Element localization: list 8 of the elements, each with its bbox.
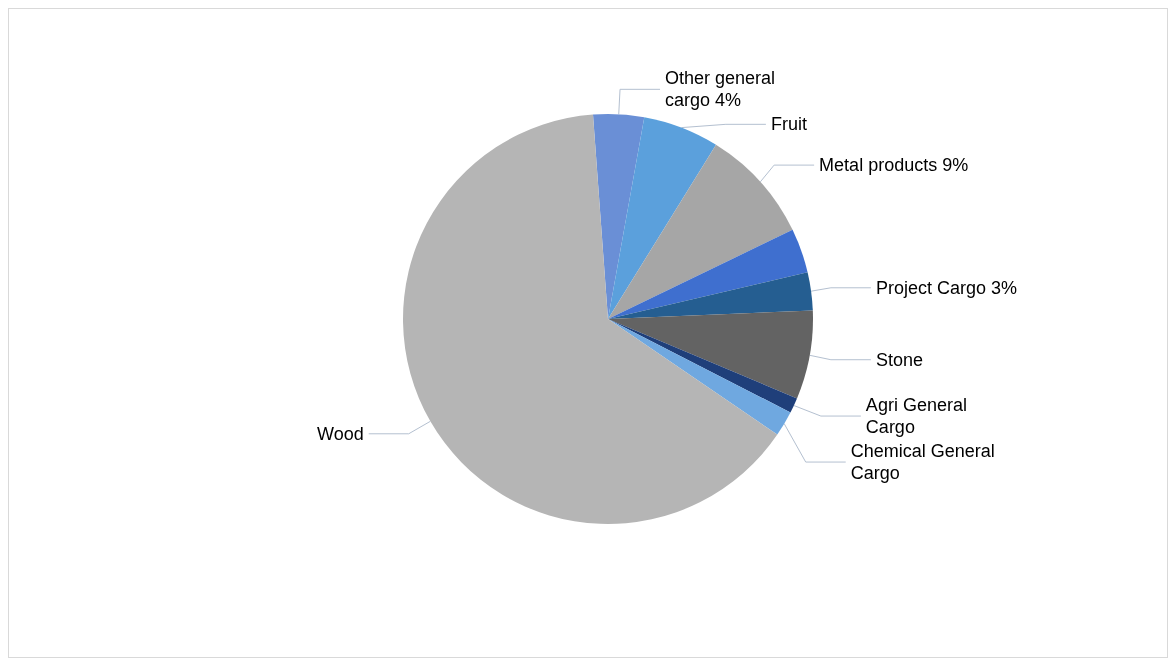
slice-label: Metal products 9% [819, 155, 969, 176]
slice-label: Fruit [770, 114, 807, 135]
slice-label: Project Cargo 3% [875, 277, 1017, 298]
slice-label: Stone [875, 349, 923, 370]
slice-label: Agri General Cargo [865, 395, 972, 438]
slice-label: Wood [316, 423, 364, 444]
slice-label: Other general cargo 4% [665, 68, 781, 111]
slice-label: Chemical General Cargo [850, 441, 1000, 484]
